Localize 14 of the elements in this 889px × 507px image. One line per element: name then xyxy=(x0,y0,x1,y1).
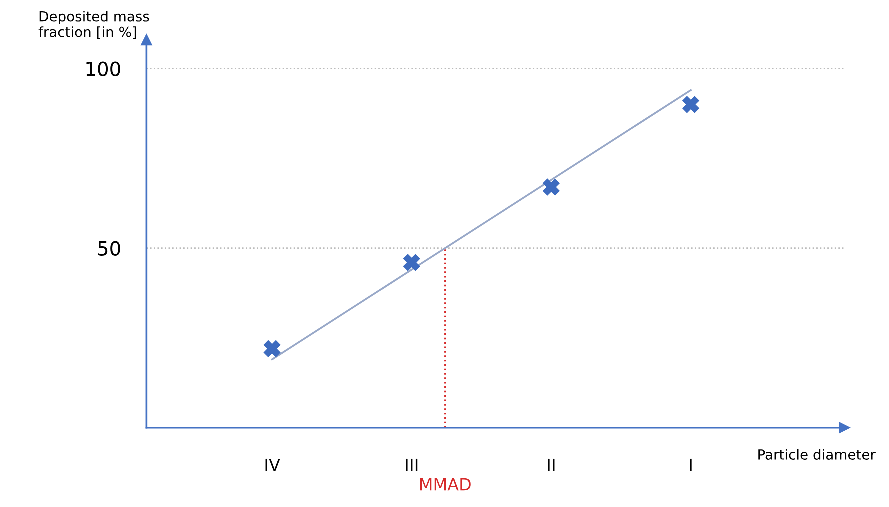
point xyxy=(264,340,281,358)
point xyxy=(543,178,560,196)
y-axis-title: Deposited mass fraction [in %] xyxy=(38,11,150,39)
text: MMAD xyxy=(420,478,471,491)
line-series xyxy=(271,89,692,361)
y-tick-label: 100 xyxy=(86,62,120,76)
x-tick-label: II xyxy=(548,458,555,472)
x-tick-label: IV xyxy=(266,458,280,472)
point xyxy=(682,96,700,114)
x-tick-label: III xyxy=(406,458,418,472)
x-axis-title: Particle diameter xyxy=(758,449,876,460)
point xyxy=(404,254,420,272)
x-tick-label: I xyxy=(690,458,692,472)
y-tick-label: 50 xyxy=(98,241,120,256)
